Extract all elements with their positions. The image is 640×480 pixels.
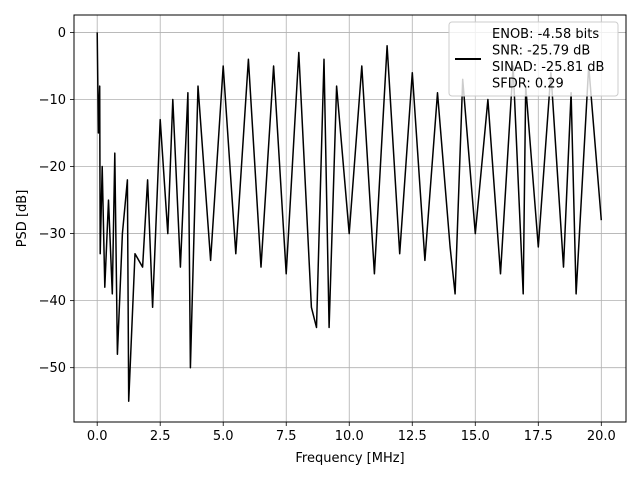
- x-tick-label: 2.5: [150, 429, 171, 444]
- x-axis-label: Frequency [MHz]: [295, 451, 404, 466]
- x-axis-ticks: 0.0 2.5 5.0 7.5 10.0 12.5 15.0 17.5 20.0: [87, 422, 616, 444]
- legend: ENOB: -4.58 bits SNR: -25.79 dB SINAD: -…: [448, 21, 619, 97]
- x-tick-label: 12.5: [398, 429, 427, 444]
- y-tick-label: −30: [39, 227, 66, 242]
- x-tick-label: 10.0: [335, 429, 364, 444]
- x-tick-label: 0.0: [87, 429, 108, 444]
- legend-enob-text: ENOB: -4.58 bits: [492, 27, 599, 42]
- x-tick-label: 5.0: [213, 429, 234, 444]
- legend-sfdr-text: SFDR: 0.29: [492, 77, 564, 92]
- y-tick-label: −50: [39, 361, 66, 376]
- y-tick-label: −20: [39, 160, 66, 175]
- x-tick-label: 17.5: [524, 429, 553, 444]
- psd-series-line: [96, 32, 603, 402]
- x-tick-label: 7.5: [276, 429, 297, 444]
- legend-sinad-text: SINAD: -25.81 dB: [492, 60, 604, 75]
- x-tick-label: 20.0: [587, 429, 616, 444]
- y-tick-label: 0: [58, 26, 66, 41]
- plot-frame: [73, 14, 627, 423]
- y-axis-ticks: 0 −10 −20 −30 −40 −50: [39, 26, 74, 376]
- legend-box: [448, 21, 619, 97]
- y-tick-label: −40: [39, 294, 66, 309]
- psd-trace: [96, 32, 603, 402]
- y-tick-label: −10: [39, 93, 66, 108]
- legend-snr-text: SNR: -25.79 dB: [492, 44, 590, 59]
- y-axis-label: PSD [dB]: [15, 190, 30, 248]
- x-tick-label: 15.0: [461, 429, 490, 444]
